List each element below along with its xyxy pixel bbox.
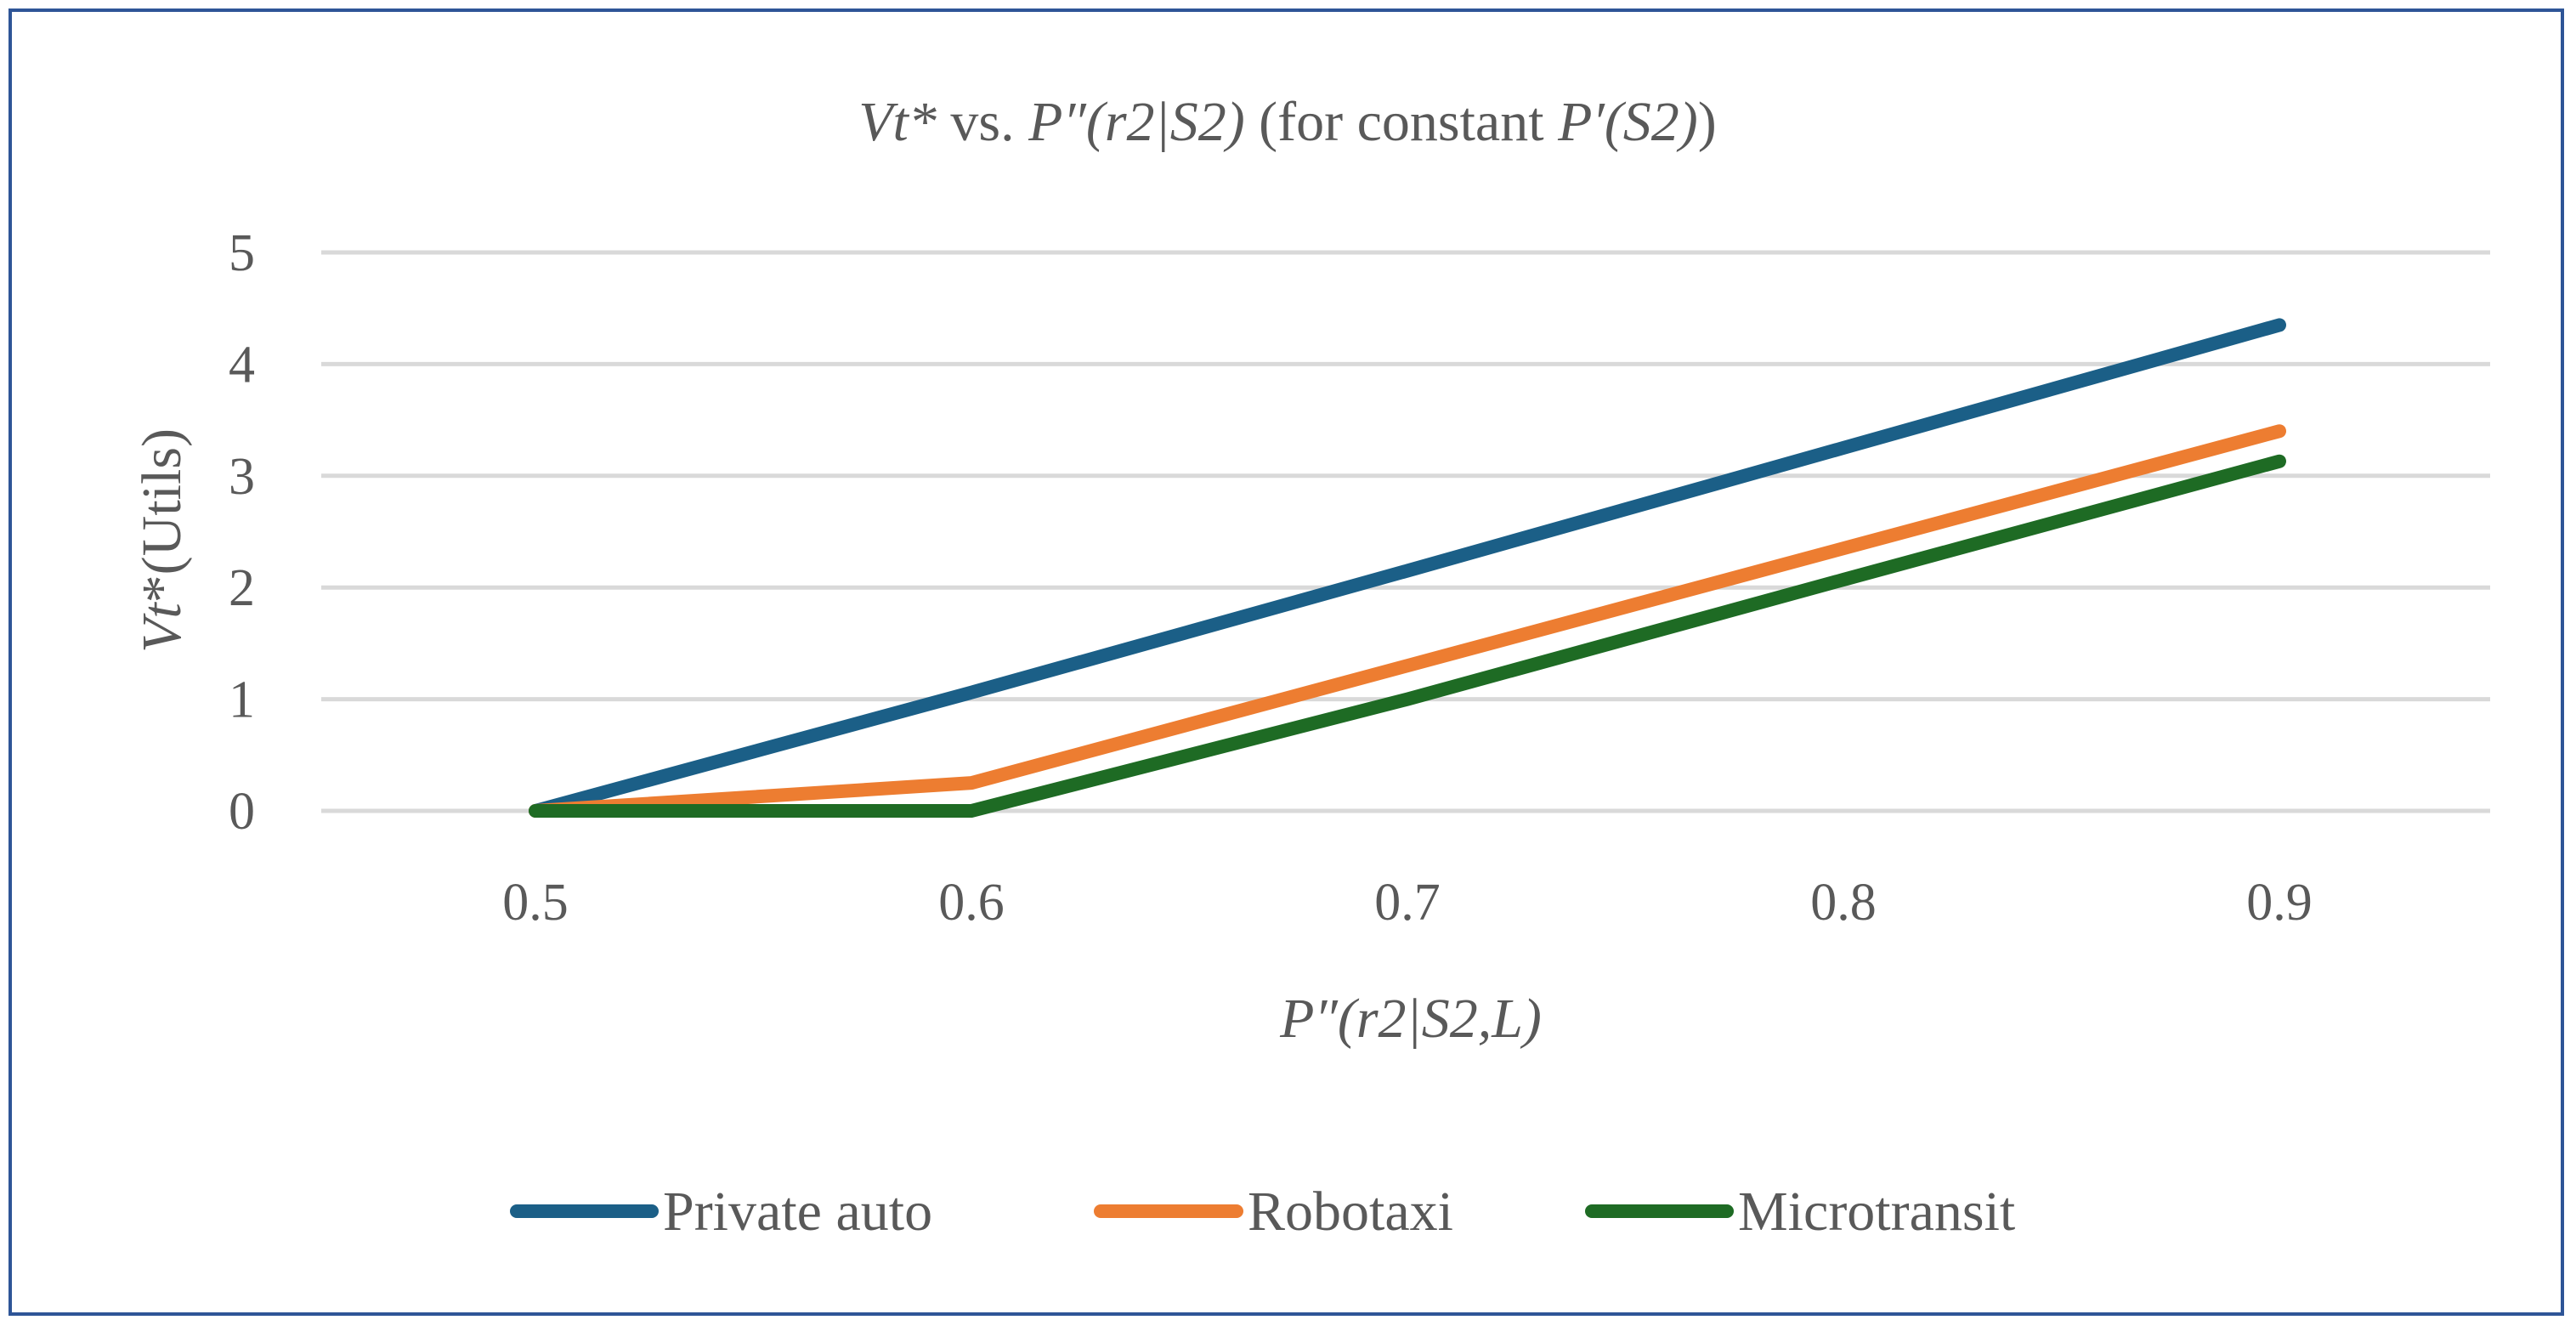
legend: Private auto Robotaxi Microtransit	[510, 1181, 2015, 1243]
y-tick-label-1: 1	[229, 671, 255, 729]
x-axis-title-part-0: P″(r2|S2,L)	[1279, 988, 1542, 1050]
chart-title: Vt* vs. P″(r2|S2) (for constant P′(S2))	[858, 91, 1717, 153]
y-tick-label-0: 0	[229, 783, 255, 841]
chart-frame	[8, 8, 2564, 1316]
series-line-microtransit	[529, 454, 2286, 818]
x-tick-label-0.7: 0.7	[1374, 874, 1441, 932]
chart-title-part-1: vs.	[937, 91, 1028, 153]
x-tick-label-0.9: 0.9	[2246, 874, 2313, 932]
legend-label-private-auto: Private auto	[663, 1181, 932, 1243]
series-line-private-auto	[529, 318, 2286, 818]
y-axis-ticks: 0 1 2 3 4 5	[229, 224, 255, 841]
legend-item-private-auto: Private auto	[510, 1181, 932, 1243]
y-axis-title-part-1: *(Utils)	[131, 428, 193, 603]
gridlines	[321, 250, 2490, 813]
chart-title-part-3: (for constant	[1245, 91, 1558, 153]
x-tick-label-0.5: 0.5	[502, 874, 569, 932]
series-line-robotaxi	[529, 424, 2286, 818]
legend-item-robotaxi: Robotaxi	[1094, 1181, 1453, 1243]
y-tick-label-3: 3	[229, 448, 255, 506]
x-tick-label-0.8: 0.8	[1810, 874, 1877, 932]
y-tick-label-4: 4	[229, 336, 255, 394]
chart-title-part-0: Vt*	[858, 91, 937, 153]
series-lines	[529, 318, 2286, 818]
chart-title-part-2: P″(r2|S2)	[1028, 91, 1245, 153]
x-axis-title: P″(r2|S2,L)	[1279, 988, 1542, 1050]
y-tick-label-2: 2	[229, 559, 255, 617]
legend-label-microtransit: Microtransit	[1738, 1181, 2015, 1243]
legend-item-microtransit: Microtransit	[1585, 1181, 2015, 1243]
y-tick-label-5: 5	[229, 224, 255, 282]
y-axis-title: Vt*(Utils)	[131, 428, 193, 653]
y-axis-title-part-0: Vt	[131, 602, 193, 653]
chart-title-part-5: )	[1698, 91, 1717, 153]
x-tick-label-0.6: 0.6	[938, 874, 1005, 932]
chart-title-part-4: P′(S2)	[1557, 91, 1698, 153]
legend-label-robotaxi: Robotaxi	[1248, 1181, 1453, 1243]
x-axis-ticks: 0.5 0.6 0.7 0.8 0.9	[502, 874, 2313, 932]
